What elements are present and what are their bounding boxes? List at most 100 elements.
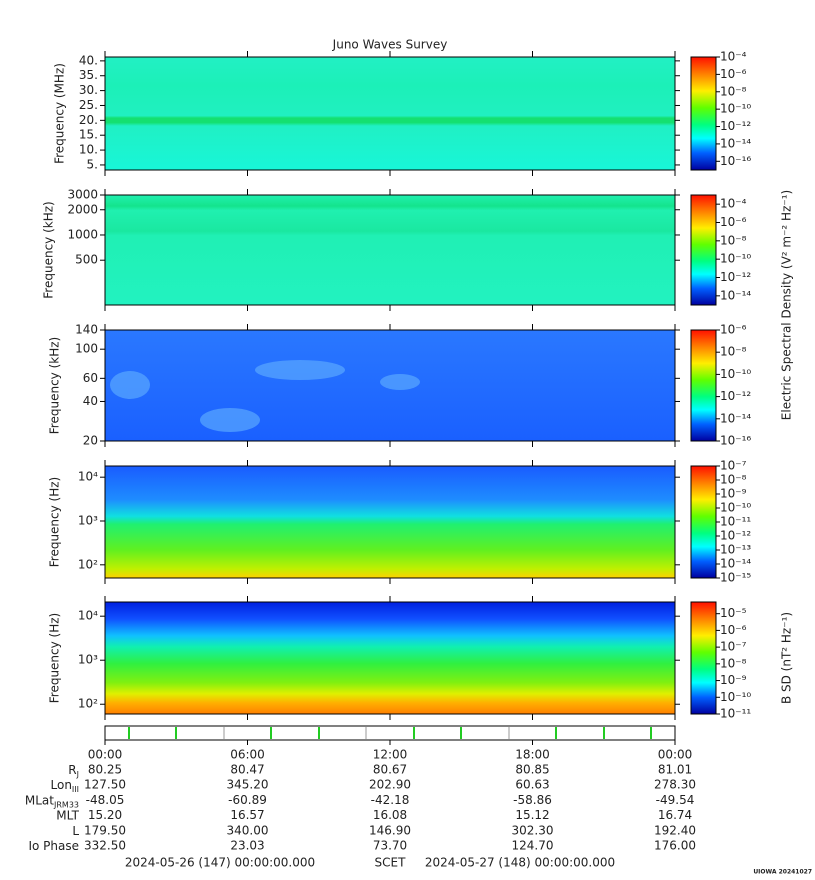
colorbar xyxy=(691,602,716,714)
ephemeris-value: 124.70 xyxy=(512,839,554,853)
y-tick-label: 100 xyxy=(75,342,98,356)
y-tick-label: 5. xyxy=(87,157,98,171)
colorbar-tick-label: 10⁻¹⁵ xyxy=(720,571,751,585)
ephemeris-label: RJ xyxy=(68,763,79,779)
y-tick-label: 2000 xyxy=(67,202,98,216)
ephemeris-value: 60.63 xyxy=(515,778,549,792)
colorbar-tick-label: 10⁻¹⁰ xyxy=(720,690,751,704)
ephemeris-label-text: MLat xyxy=(25,793,54,807)
colorbar-tick-label: 10⁻⁸ xyxy=(720,84,747,98)
ephemeris-value: 16.08 xyxy=(373,808,407,822)
colorbar-tick-label: 10⁻⁶ xyxy=(720,323,747,337)
y-tick-label: 30. xyxy=(79,83,98,97)
ephemeris-value: 73.70 xyxy=(373,839,407,853)
ephemeris-label: MLatJRM33 xyxy=(25,793,79,809)
ephemeris-value: 127.50 xyxy=(84,778,126,792)
y-tick-label: 140 xyxy=(75,323,98,337)
colorbar-tick-label: 10⁻⁴ xyxy=(720,50,747,64)
emission-patch xyxy=(255,360,345,380)
x-tick-label: 06:00 xyxy=(230,748,265,762)
colorbar-tick-label: 10⁻⁶ xyxy=(720,623,747,637)
colorbar-tick-label: 10⁻¹⁰ xyxy=(720,102,751,116)
ephemeris-value: 15.20 xyxy=(88,808,122,822)
ephemeris-value: -60.89 xyxy=(228,793,267,807)
colorbar-frame xyxy=(690,194,717,306)
x-tick-label: 12:00 xyxy=(373,748,408,762)
ephemeris-value: 176.00 xyxy=(654,839,696,853)
colorbar-tick-label: 10⁻¹² xyxy=(720,389,751,403)
colorbar-tick-label: 10⁻⁵ xyxy=(720,606,747,620)
y-tick-label: 1000 xyxy=(67,227,98,241)
colorbar-frame xyxy=(690,56,717,171)
colorbar-tick-label: 10⁻⁷ xyxy=(720,459,747,473)
colorbar-tick-label: 10⁻¹⁴ xyxy=(720,557,751,571)
colorbar xyxy=(691,195,716,305)
colorbar-label: Electric Spectral Density (V² m⁻² Hz⁻¹) xyxy=(780,190,794,420)
ephemeris-value: 340.00 xyxy=(227,823,269,837)
y-tick-label: 25. xyxy=(79,98,98,112)
x-tick-label: 18:00 xyxy=(515,748,550,762)
panel-3-features xyxy=(110,360,420,432)
ephemeris-value: 146.90 xyxy=(369,823,411,837)
scet-end: 2024-05-27 (148) 00:00:00.000 xyxy=(425,856,615,870)
colorbar-tick-label: 10⁻⁹ xyxy=(720,673,747,687)
strip-frame xyxy=(104,725,676,741)
x-tick-label: 00:00 xyxy=(658,748,693,762)
spectrogram xyxy=(105,602,675,714)
spectrogram xyxy=(105,466,675,578)
y-tick-label: 20 xyxy=(83,434,98,448)
ephemeris-value: 80.85 xyxy=(515,763,549,777)
ephemeris-value: 345.20 xyxy=(227,778,269,792)
colorbar xyxy=(691,57,716,170)
colorbar-tick-label: 10⁻⁷ xyxy=(720,640,747,654)
colorbar-tick-label: 10⁻⁸ xyxy=(720,656,747,670)
emission-patch xyxy=(110,371,150,399)
colorbar-tick-label: 10⁻¹⁰ xyxy=(720,501,751,515)
colorbar-frame xyxy=(690,329,717,442)
ephemeris-value: 16.57 xyxy=(230,808,264,822)
colorbar-tick-label: 10⁻¹⁴ xyxy=(720,411,751,425)
ephemeris-value: 278.30 xyxy=(654,778,696,792)
colorbar-tick-label: 10⁻⁴ xyxy=(720,197,747,211)
y-tick-label: 10. xyxy=(79,143,98,157)
y-tick-label: 10⁴ xyxy=(78,470,98,484)
y-tick-label: 10³ xyxy=(78,513,98,527)
ephemeris-value: -42.18 xyxy=(371,793,410,807)
colorbar xyxy=(691,330,716,441)
colorbar-tick-label: 10⁻¹² xyxy=(720,529,751,543)
y-axis-label: Frequency (Hz) xyxy=(48,477,62,568)
emission-patch xyxy=(200,408,260,432)
y-tick-label: 35. xyxy=(79,68,98,82)
colorbar-tick-label: 10⁻⁹ xyxy=(720,487,747,501)
footer: UIOWA 20241027 xyxy=(753,869,812,876)
colorbar-tick-label: 10⁻¹¹ xyxy=(720,515,751,529)
colorbar-frame xyxy=(690,601,717,715)
scet-label: SCET xyxy=(375,856,407,870)
ephemeris-value: 23.03 xyxy=(230,839,264,853)
ephemeris-value: 15.12 xyxy=(515,808,549,822)
ephemeris-label-sub: III xyxy=(72,785,79,794)
ephemeris-value: -49.54 xyxy=(656,793,695,807)
colorbar-tick-label: 10⁻¹³ xyxy=(720,543,751,557)
colorbar-tick-label: 10⁻¹⁶ xyxy=(720,434,751,448)
colorbar xyxy=(691,466,716,578)
time-strip xyxy=(104,725,676,741)
ephemeris-value: 80.25 xyxy=(88,763,122,777)
ephemeris-label-text: Io Phase xyxy=(28,839,79,853)
colorbar-tick-label: 10⁻¹² xyxy=(720,119,751,133)
colorbar-label: B SD (nT² Hz⁻¹) xyxy=(780,612,794,704)
ephemeris-value: 80.67 xyxy=(373,763,407,777)
ephemeris-label-text: R xyxy=(68,763,76,777)
colorbar-tick-label: 10⁻¹⁴ xyxy=(720,288,751,302)
y-tick-label: 10³ xyxy=(78,653,98,667)
ephemeris-value: 80.47 xyxy=(230,763,264,777)
emission-patch xyxy=(380,374,420,390)
colorbar-tick-label: 10⁻⁶ xyxy=(720,67,747,81)
colorbar-tick-label: 10⁻¹² xyxy=(720,270,751,284)
chart-title: Juno Waves Survey xyxy=(332,38,448,52)
ephemeris-label-text: Lon xyxy=(51,778,72,792)
y-tick-label: 40 xyxy=(83,394,98,408)
spectrogram xyxy=(105,57,675,170)
colorbar-tick-label: 10⁻¹⁰ xyxy=(720,367,751,381)
